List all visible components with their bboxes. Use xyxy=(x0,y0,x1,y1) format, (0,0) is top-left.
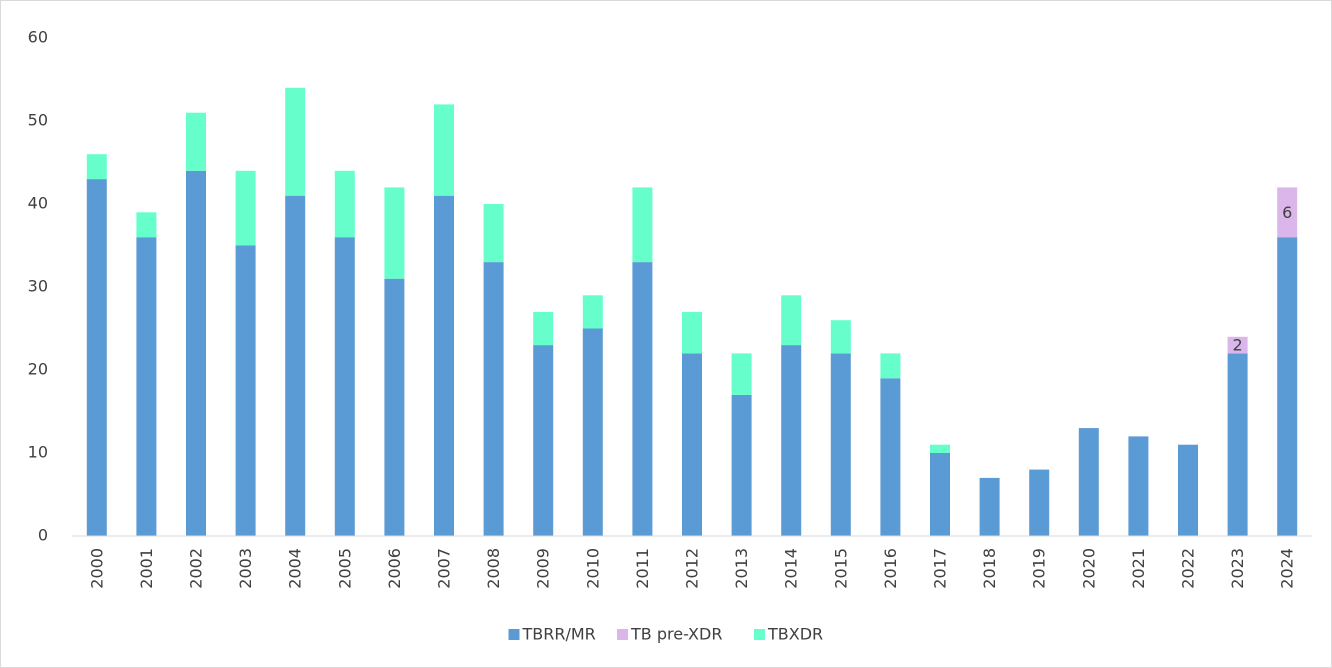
bar xyxy=(483,204,504,263)
legend-swatch xyxy=(508,629,520,640)
y-tick-label: 40 xyxy=(28,194,48,213)
bar xyxy=(533,311,554,346)
y-tick-label: 0 xyxy=(38,526,48,545)
x-tick-label: 2010 xyxy=(583,548,602,589)
x-tick-label: 2000 xyxy=(87,548,106,589)
data-label: 6 xyxy=(1282,203,1292,222)
x-tick-label: 2001 xyxy=(137,548,156,589)
x-tick-label: 2021 xyxy=(1129,548,1148,589)
x-tick-label: 2009 xyxy=(534,548,553,589)
bar xyxy=(533,345,554,536)
x-tick-label: 2005 xyxy=(335,548,354,589)
y-tick-label: 30 xyxy=(28,277,48,296)
bar xyxy=(285,195,306,536)
legend-label: TBRR/MR xyxy=(522,625,596,644)
x-tick-label: 2003 xyxy=(236,548,255,589)
x-tick-label: 2020 xyxy=(1079,548,1098,589)
x-tick-label: 2016 xyxy=(881,548,900,589)
bar xyxy=(1277,187,1298,238)
bar xyxy=(731,394,752,536)
bar xyxy=(235,170,256,246)
bar xyxy=(930,444,950,453)
bar xyxy=(384,187,405,279)
x-tick-label: 2004 xyxy=(286,548,305,589)
legend-label: TBXDR xyxy=(767,625,823,644)
bar xyxy=(582,328,603,536)
bar xyxy=(334,170,355,238)
bar xyxy=(1227,353,1248,536)
x-tick-label: 2012 xyxy=(683,548,702,589)
bar xyxy=(1029,469,1050,536)
legend-swatch xyxy=(617,629,628,640)
bar xyxy=(1277,237,1298,536)
bar xyxy=(632,262,653,536)
x-tick-label: 2024 xyxy=(1278,548,1297,589)
x-tick-label: 2014 xyxy=(782,548,801,589)
bar xyxy=(235,245,256,536)
x-tick-label: 2007 xyxy=(435,548,454,589)
bar xyxy=(334,237,355,536)
bar xyxy=(682,353,702,536)
bar xyxy=(930,453,950,536)
bar xyxy=(384,278,405,536)
bar xyxy=(86,154,107,180)
bar xyxy=(1078,428,1099,536)
x-tick-label: 2015 xyxy=(831,548,850,589)
x-tick-label: 2011 xyxy=(633,548,652,589)
bar xyxy=(880,378,901,536)
bar xyxy=(1227,336,1248,354)
y-tick-label: 20 xyxy=(28,360,48,379)
bar xyxy=(830,320,851,354)
bar xyxy=(880,353,901,379)
bar xyxy=(979,477,1000,536)
bar xyxy=(781,345,802,536)
y-tick-label: 60 xyxy=(28,28,48,47)
bar xyxy=(1178,444,1198,536)
bar xyxy=(434,104,454,196)
legend-swatch xyxy=(754,629,765,640)
bar xyxy=(86,179,107,536)
x-tick-label: 2022 xyxy=(1179,548,1198,589)
bar xyxy=(1128,436,1149,536)
bar xyxy=(434,195,454,536)
x-tick-label: 2017 xyxy=(931,548,950,589)
bar xyxy=(682,311,702,354)
x-tick-label: 2006 xyxy=(385,548,404,589)
bar xyxy=(582,295,603,329)
bar xyxy=(731,353,752,395)
bar xyxy=(186,170,206,537)
legend-label: TB pre-XDR xyxy=(630,625,722,644)
bar xyxy=(136,212,157,238)
bar xyxy=(285,87,306,196)
bar xyxy=(136,237,157,536)
bar xyxy=(483,262,504,536)
x-tick-label: 2002 xyxy=(187,548,206,589)
x-tick-label: 2019 xyxy=(1030,548,1049,589)
x-tick-label: 2008 xyxy=(484,548,503,589)
data-label: 2 xyxy=(1233,336,1243,355)
bar xyxy=(781,295,802,346)
bar xyxy=(830,353,851,536)
y-tick-label: 50 xyxy=(28,111,48,130)
x-tick-label: 2018 xyxy=(980,548,999,589)
bar xyxy=(632,187,653,263)
x-tick-label: 2013 xyxy=(732,548,751,589)
y-tick-label: 10 xyxy=(28,443,48,462)
bar xyxy=(186,112,206,171)
x-tick-label: 2023 xyxy=(1228,548,1247,589)
